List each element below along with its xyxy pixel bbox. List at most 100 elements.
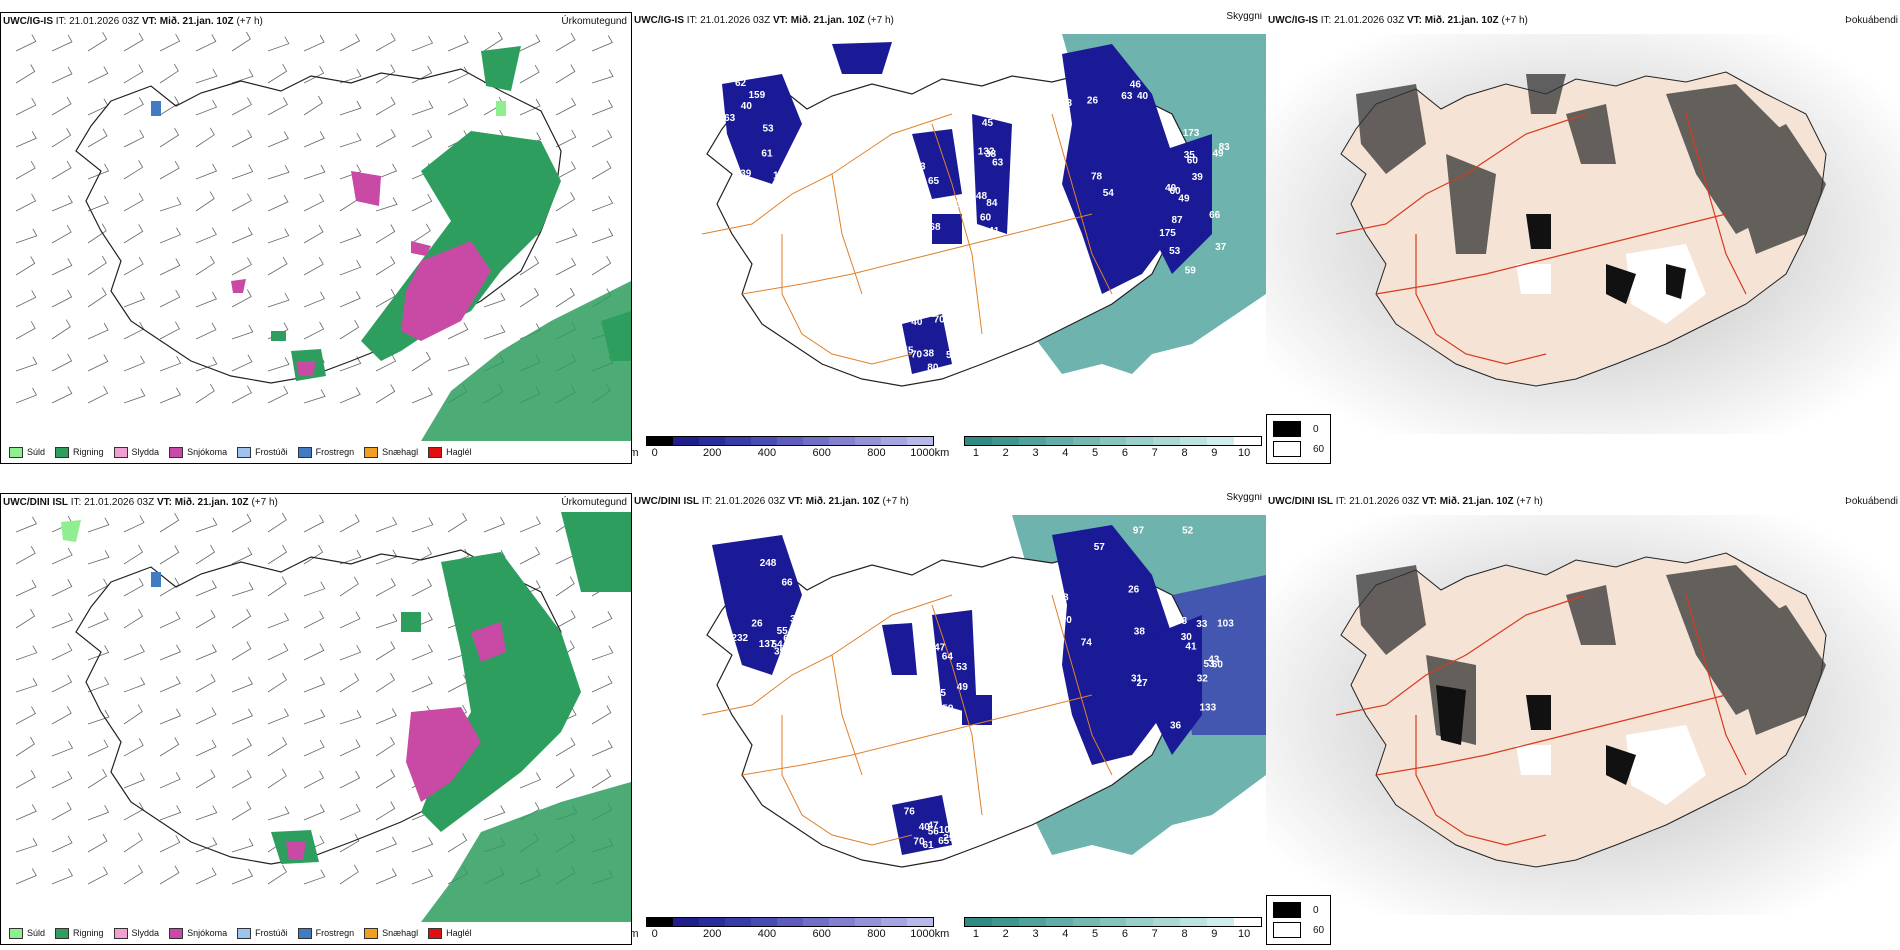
wind-barb	[51, 319, 71, 340]
wind-barb	[375, 549, 398, 565]
legend-label: Slydda	[131, 447, 160, 457]
legend-label: Haglél	[446, 928, 472, 938]
colorbar-tick: 6	[1121, 928, 1128, 940]
wind-barb	[15, 387, 38, 404]
cloud-base-labels: 350 57 55 76 43 54 41 64 40 36 232 68 53 56 53 52 70 50 10…	[731, 525, 1234, 851]
wind-barb	[15, 645, 38, 661]
cloud-base-value: 48	[976, 191, 988, 202]
cloud-base-value: 39	[1192, 172, 1204, 183]
wind-barb	[231, 193, 252, 212]
cloud-base-value: 64	[920, 634, 932, 645]
colorbar-tick: 1	[972, 928, 979, 940]
wind-barb	[339, 228, 362, 244]
wind-barb	[267, 292, 290, 308]
wind-barb	[159, 577, 180, 597]
cloud-base-value: 29	[1011, 608, 1023, 619]
cloud-base-value: 63	[992, 158, 1004, 169]
wind-barb	[195, 769, 216, 789]
wind-barb	[267, 544, 288, 565]
wind-barb	[195, 191, 215, 212]
wind-barb	[15, 290, 37, 308]
wind-barb	[339, 611, 361, 629]
visibility-colorbar: km 1 2 3 4 5 6 7 8 9 10	[935, 436, 1262, 460]
colorbar-tick: 2	[1002, 928, 1009, 940]
wind-barb	[159, 676, 181, 693]
wind-barb	[591, 160, 612, 180]
colorbar-tick: 4	[1062, 447, 1069, 459]
wind-barb	[411, 517, 434, 533]
it-label: IT:	[55, 16, 67, 27]
vt-value: Mið. 21.jan. 10Z	[174, 497, 249, 508]
wind-barb	[267, 165, 290, 180]
wind-barb	[375, 801, 396, 821]
legend-item: Súld	[9, 446, 45, 458]
legend-swatch	[237, 927, 252, 939]
wind-barb	[15, 579, 37, 597]
cloud-base-value: 70	[934, 315, 946, 326]
wind-barb	[195, 383, 215, 404]
cloud-base-value: 38	[1176, 616, 1188, 627]
lead-time: (+7 h)	[1516, 496, 1543, 507]
precip-legend: Súld Rigning Slydda Snjókoma Frostúði Fr…	[1, 922, 631, 944]
wind-barb	[555, 576, 575, 597]
wind-barb	[15, 64, 36, 84]
legend-row: 0	[1273, 900, 1324, 920]
cloud-base-value: 29	[943, 833, 955, 844]
wind-barb	[555, 610, 576, 629]
legend-value: 0	[1313, 423, 1319, 435]
wind-barb	[555, 257, 577, 276]
wind-barb	[339, 864, 359, 885]
colorbar-tick: 8	[1181, 447, 1188, 459]
precip-legend: Súld Rigning Slydda Snjókoma Frostúði Fr…	[1, 441, 631, 463]
cloud-base-value: 43	[1208, 654, 1220, 665]
wind-barb	[267, 131, 289, 148]
cloud-base-value: 70	[913, 837, 925, 848]
wind-barb	[303, 291, 325, 308]
legend-label: Frostúði	[255, 928, 288, 938]
wind-barb	[123, 832, 143, 853]
wind-barb	[123, 644, 145, 661]
dewpoint-panel-top: UWC/IG-IS IT: 21.01.2026 03Z VT: Mið. 21…	[1266, 12, 1900, 464]
wind-barb	[159, 356, 182, 372]
wind-barb	[159, 387, 181, 404]
wind-barb	[267, 64, 288, 84]
wind-barb	[375, 163, 398, 180]
legend-item: Snjókoma	[169, 446, 227, 458]
wind-barb	[195, 34, 217, 52]
wind-barb	[339, 320, 360, 340]
colorbar-tick: 1000	[910, 928, 935, 940]
wind-barb	[51, 740, 74, 757]
wind-barb	[195, 544, 216, 565]
wind-barb	[51, 579, 73, 597]
panel-header: UWC/DINI ISL IT: 21.01.2026 03Z VT: Mið.…	[1266, 493, 1900, 511]
wind-barb	[51, 353, 73, 372]
road-network	[1335, 594, 1747, 846]
cloud-base-value: 43	[1061, 98, 1073, 109]
wind-barb	[51, 224, 72, 244]
vt-value: Mið. 21.jan. 10Z	[790, 15, 865, 26]
wind-barb	[303, 676, 326, 693]
cloud-base-value: 83	[1219, 142, 1231, 153]
cloud-base-value: 54	[772, 640, 784, 651]
cloud-base-value: 55	[935, 688, 947, 699]
visibility-unit: km	[934, 928, 950, 940]
wind-barb	[123, 677, 146, 693]
precip-map	[15, 512, 631, 922]
cloud-base-value: 55	[777, 626, 789, 637]
wind-barb	[375, 353, 397, 372]
it-label: IT:	[686, 15, 698, 26]
wind-barb	[159, 127, 180, 148]
wind-barb	[15, 356, 38, 372]
legend-item: Haglél	[428, 446, 472, 458]
wind-barb	[123, 160, 144, 180]
cloud-base-value: 55	[902, 345, 914, 356]
panel-title: Úrkomutegund	[561, 497, 627, 508]
precip-type-panel-bottom: UWC/DINI ISL IT: 21.01.2026 03Z VT: Mið.…	[0, 493, 632, 945]
colorbar-tick: 7	[1151, 928, 1158, 940]
cloud-base-value: 49	[957, 682, 969, 693]
wind-barb	[411, 644, 433, 661]
wind-barb	[339, 770, 361, 789]
iceland-outline	[75, 68, 562, 384]
wind-barb	[123, 772, 145, 789]
wind-barb	[231, 69, 254, 84]
